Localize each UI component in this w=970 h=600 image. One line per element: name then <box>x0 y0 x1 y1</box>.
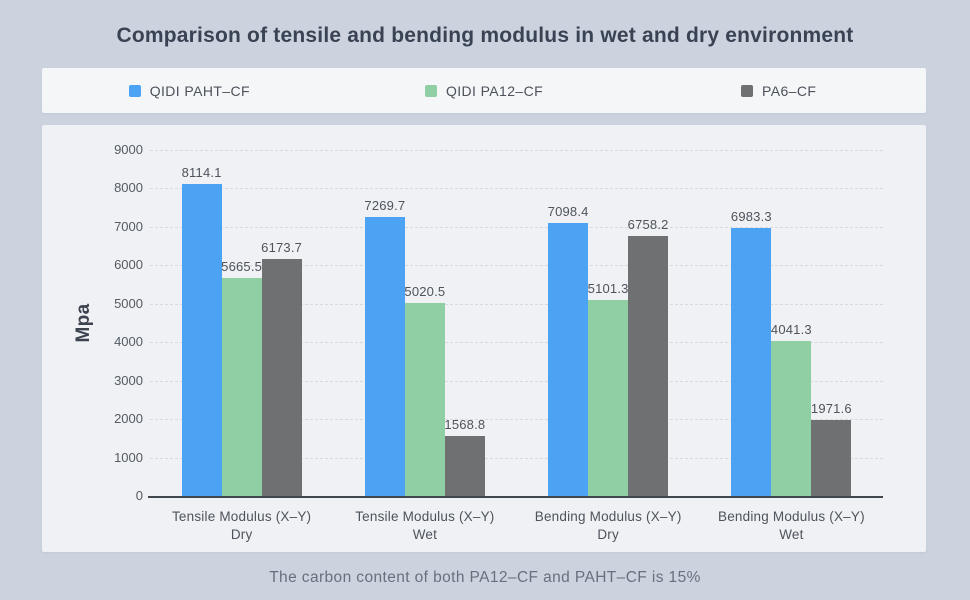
x-tick-label-main: Bending Modulus (X–Y) <box>534 509 682 524</box>
legend-item-qidi-pa12-cf: QIDI PA12–CF <box>337 83 632 99</box>
y-tick-label-1000: 1000 <box>114 449 143 465</box>
bar-qidi-paht-cf-bending-modulus-x-y-wet <box>731 227 772 496</box>
x-tick-label-main: Tensile Modulus (X–Y) <box>171 509 312 524</box>
chart-title: Comparison of tensile and bending modulu… <box>116 24 854 47</box>
bar-qidi-pa12-cf-bending-modulus-x-y-dry <box>588 299 629 496</box>
bar-pa6-cf-tensile-modulus-x-y-dry <box>261 258 302 496</box>
legend-swatch-qidi-paht-cf <box>128 84 141 97</box>
gridline-1000 <box>150 457 883 459</box>
legend: QIDI PAHT–CF QIDI PA12–CF PA6–CF <box>42 68 926 113</box>
x-tick-label-tensile-modulus-x-y-dry: Tensile Modulus (X–Y) Dry <box>147 508 337 544</box>
bar-qidi-pa12-cf-tensile-modulus-x-y-dry <box>221 278 262 496</box>
x-tick-label-condition: Dry <box>230 527 253 542</box>
y-tick-label-4000: 4000 <box>114 334 143 350</box>
bar-qidi-pa12-cf-tensile-modulus-x-y-wet <box>404 302 445 496</box>
bar-value-pa6-cf-tensile-modulus-x-y-wet: 1568.8 <box>444 416 486 432</box>
chart-area: Mpa 0 1000 2000 3000 4000 5000 6000 7000 8000 900… <box>42 125 926 552</box>
legend-swatch-pa6-cf <box>741 84 754 97</box>
bar-qidi-paht-cf-bending-modulus-x-y-dry <box>548 223 589 496</box>
bar-value-pa6-cf-tensile-modulus-x-y-dry: 6173.7 <box>261 239 303 255</box>
gridline-4000 <box>150 342 883 344</box>
legend-swatch-qidi-pa12-cf <box>424 84 437 97</box>
bar-value-qidi-pa12-cf-bending-modulus-x-y-dry: 5101.3 <box>587 280 629 296</box>
bar-value-qidi-pa12-cf-bending-modulus-x-y-wet: 4041.3 <box>770 321 812 337</box>
y-tick-label-5000: 5000 <box>114 295 143 311</box>
chart-footnote: The carbon content of both PA12–CF and P… <box>269 569 701 586</box>
y-tick-label-0: 0 <box>135 488 143 503</box>
bar-value-qidi-paht-cf-bending-modulus-x-y-dry: 7098.4 <box>547 204 589 220</box>
gridline-9000 <box>150 150 883 151</box>
bar-pa6-cf-bending-modulus-x-y-dry <box>628 236 669 496</box>
x-tick-label-condition: Dry <box>597 527 619 542</box>
legend-item-qidi-paht-cf: QIDI PAHT–CF <box>42 83 337 99</box>
x-tick-label-bending-modulus-x-y-dry: Bending Modulus (X–Y) Dry <box>513 508 703 544</box>
bar-value-qidi-paht-cf-tensile-modulus-x-y-wet: 7269.7 <box>364 197 406 213</box>
bar-qidi-paht-cf-tensile-modulus-x-y-dry <box>181 184 222 496</box>
x-tick-label-condition: Wet <box>412 527 438 542</box>
x-axis-line <box>148 496 883 498</box>
legend-label-pa6-cf: PA6–CF <box>762 82 817 99</box>
bar-pa6-cf-tensile-modulus-x-y-wet <box>444 435 485 496</box>
bar-value-qidi-pa12-cf-tensile-modulus-x-y-dry: 5665.5 <box>221 259 263 275</box>
y-tick-label-6000: 6000 <box>114 257 143 273</box>
legend-label-qidi-pa12-cf: QIDI PA12–CF <box>445 82 544 99</box>
gridline-2000 <box>150 419 883 421</box>
gridline-7000 <box>150 226 883 228</box>
bar-value-pa6-cf-bending-modulus-x-y-wet: 1971.6 <box>810 401 852 417</box>
y-tick-label-2000: 2000 <box>114 411 143 427</box>
x-tick-label-main: Tensile Modulus (X–Y) <box>355 509 495 524</box>
bar-qidi-pa12-cf-bending-modulus-x-y-wet <box>771 340 812 496</box>
x-tick-label-bending-modulus-x-y-wet: Bending Modulus (X–Y) Wet <box>696 508 886 544</box>
bar-value-qidi-paht-cf-bending-modulus-x-y-wet: 6983.3 <box>730 208 772 224</box>
legend-item-pa6-cf: PA6–CF <box>631 83 926 99</box>
x-tick-label-tensile-modulus-x-y-wet: Tensile Modulus (X–Y) Wet <box>330 508 520 544</box>
y-tick-label-7000: 7000 <box>114 218 143 234</box>
bar-pa6-cf-bending-modulus-x-y-wet <box>811 420 852 496</box>
y-tick-label-9000: 9000 <box>114 142 143 157</box>
x-tick-label-condition: Wet <box>779 527 804 542</box>
gridline-3000 <box>150 380 883 382</box>
bar-value-qidi-paht-cf-tensile-modulus-x-y-dry: 8114.1 <box>181 165 222 181</box>
gridline-8000 <box>150 188 883 190</box>
gridline-5000 <box>150 303 883 305</box>
bar-value-qidi-pa12-cf-tensile-modulus-x-y-wet: 5020.5 <box>404 283 446 299</box>
legend-label-qidi-paht-cf: QIDI PAHT–CF <box>149 82 250 99</box>
x-tick-label-main: Bending Modulus (X–Y) <box>717 509 865 524</box>
gridline-6000 <box>150 265 883 267</box>
bar-qidi-paht-cf-tensile-modulus-x-y-wet <box>364 216 405 496</box>
y-tick-label-8000: 8000 <box>114 180 143 196</box>
y-tick-label-3000: 3000 <box>114 372 143 388</box>
bar-value-pa6-cf-bending-modulus-x-y-dry: 6758.2 <box>627 217 669 233</box>
